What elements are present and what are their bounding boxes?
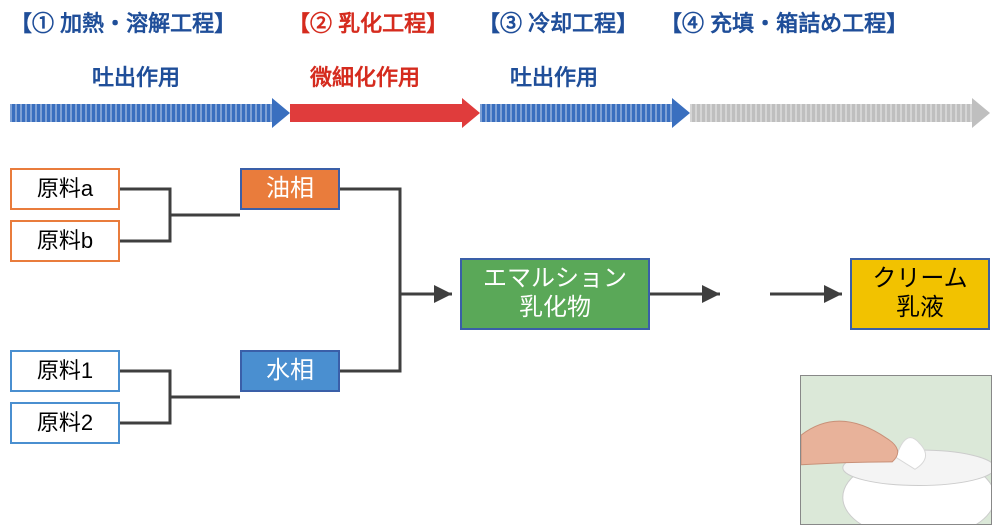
arrow-body — [10, 104, 272, 122]
arrow-head-icon — [462, 98, 480, 128]
stage-heading-1: 【① 加熱・溶解工程】 — [10, 6, 236, 38]
arrow-body — [480, 104, 672, 122]
node-raw_b: 原料b — [10, 220, 120, 262]
stage-heading-2: 【② 乳化工程】 — [288, 6, 448, 38]
action-label-1: 吐出作用 — [92, 60, 180, 92]
node-oil: 油相 — [240, 168, 340, 210]
product-photo — [800, 375, 992, 525]
arrow-head-icon — [972, 98, 990, 128]
process-arrow-2 — [290, 98, 480, 128]
connector-7 — [340, 189, 400, 294]
process-arrow-3 — [480, 98, 690, 128]
connector-1 — [120, 189, 170, 215]
action-label-3: 吐出作用 — [510, 60, 598, 92]
action-label-2: 微細化作用 — [310, 60, 420, 92]
arrow-body — [690, 104, 972, 122]
connector-5 — [120, 397, 170, 423]
process-arrow-4 — [690, 98, 990, 128]
node-water: 水相 — [240, 350, 340, 392]
connector-8 — [340, 294, 400, 371]
process-arrow-1 — [10, 98, 290, 128]
node-raw_a: 原料a — [10, 168, 120, 210]
node-raw_1: 原料1 — [10, 350, 120, 392]
node-emulsion: エマルション 乳化物 — [460, 258, 650, 330]
arrow-body — [290, 104, 462, 122]
stage-heading-3: 【③ 冷却工程】 — [478, 6, 638, 38]
node-cream: クリーム 乳液 — [850, 258, 990, 330]
arrow-head-icon — [672, 98, 690, 128]
product-photo-icon — [801, 376, 991, 524]
arrow-head-icon — [272, 98, 290, 128]
stage-heading-4: 【④ 充填・箱詰め工程】 — [660, 6, 908, 38]
connector-2 — [120, 215, 170, 241]
connector-4 — [120, 371, 170, 397]
node-raw_2: 原料2 — [10, 402, 120, 444]
